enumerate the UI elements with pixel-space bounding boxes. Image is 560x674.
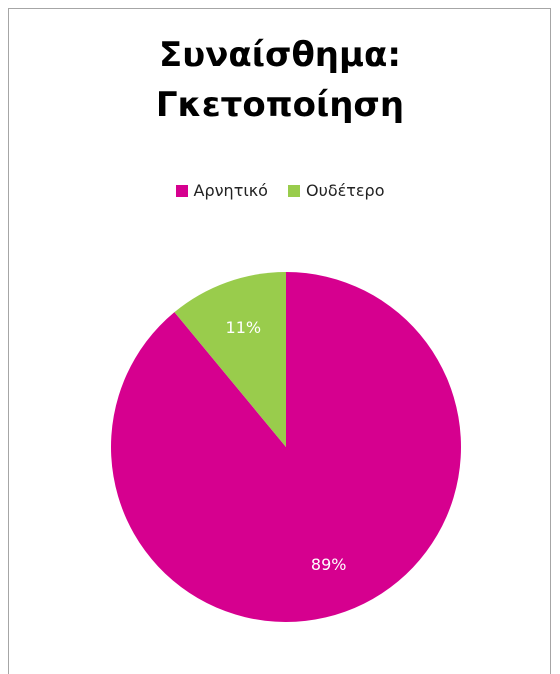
legend-item-negative: Αρνητικό <box>175 181 268 200</box>
pie-slice-0 <box>111 272 462 622</box>
legend-swatch-negative <box>175 184 188 197</box>
legend-label-negative: Αρνητικό <box>193 181 268 200</box>
chart-title-line-2: Γκετοποίηση <box>155 85 405 125</box>
chart-legend: Αρνητικό Ουδέτερο <box>0 181 560 200</box>
pie-slice-label-0: 89% <box>311 555 347 574</box>
pie-slice-1 <box>174 272 286 447</box>
legend-label-neutral: Ουδέτερο <box>305 181 385 200</box>
legend-swatch-neutral <box>287 184 300 197</box>
legend-item-neutral: Ουδέτερο <box>287 181 385 200</box>
chart-title-line-1: Συναίσθημα: <box>159 35 401 75</box>
pie-slice-label-1: 11% <box>226 318 262 337</box>
chart-title: Συναίσθημα: Γκετοποίηση <box>0 30 560 130</box>
